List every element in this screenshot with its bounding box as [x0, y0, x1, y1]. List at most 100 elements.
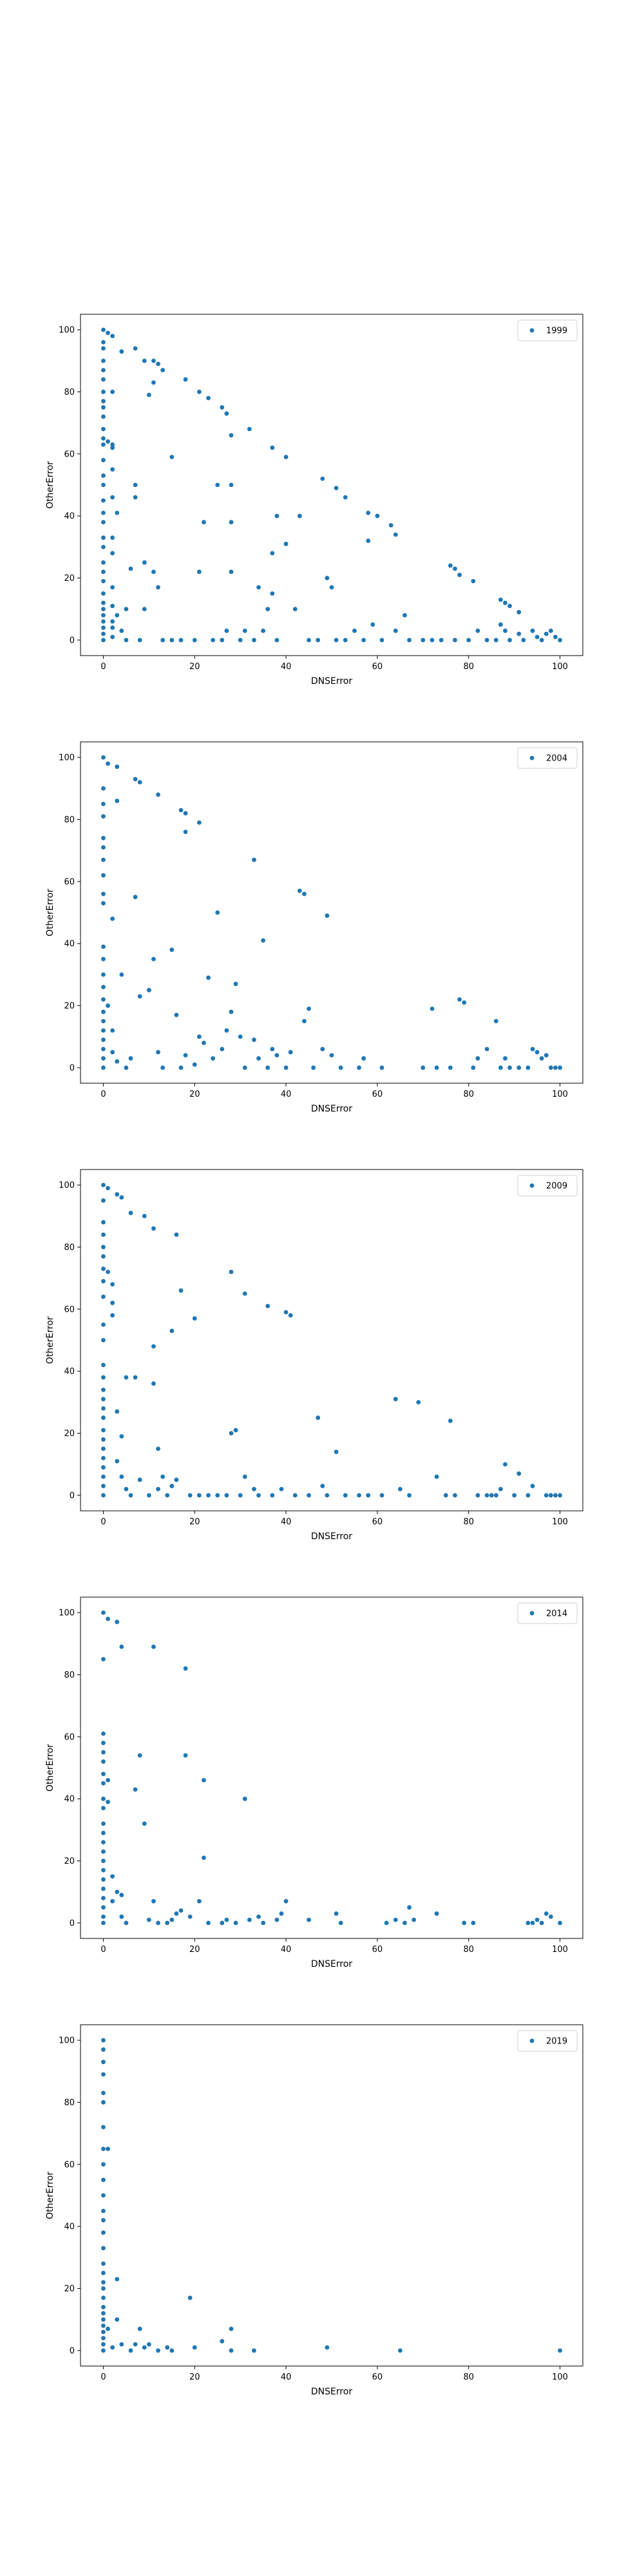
data-point — [493, 638, 498, 643]
data-point — [101, 535, 106, 540]
data-point — [101, 1397, 106, 1401]
data-point — [110, 1300, 115, 1305]
data-point — [526, 1493, 531, 1498]
x-axis-label: DNSError — [311, 1531, 353, 1542]
data-point — [174, 1911, 179, 1916]
data-point — [142, 1213, 147, 1218]
x-tick-label: 40 — [281, 1945, 292, 1955]
data-point — [229, 2326, 234, 2331]
data-point — [548, 1493, 553, 1498]
data-point — [119, 1195, 124, 1200]
y-tick-label: 80 — [64, 2098, 75, 2108]
data-point — [101, 2090, 106, 2096]
data-point — [101, 2280, 106, 2285]
data-point — [229, 2348, 234, 2353]
data-point — [530, 629, 535, 633]
data-point — [101, 1220, 106, 1225]
data-point — [430, 638, 435, 643]
data-point — [242, 1291, 247, 1296]
data-point — [101, 786, 106, 791]
data-point — [196, 820, 202, 825]
data-point — [535, 634, 540, 639]
data-point — [110, 467, 115, 472]
data-point — [379, 1493, 384, 1498]
data-point — [192, 1062, 197, 1067]
data-point — [224, 1917, 229, 1922]
y-tick-label: 20 — [64, 574, 75, 583]
data-point — [224, 411, 229, 416]
data-point — [174, 1477, 179, 1482]
data-point — [101, 997, 106, 1002]
data-point — [256, 585, 261, 590]
data-point — [101, 1905, 106, 1910]
data-point — [471, 578, 476, 583]
data-point — [397, 2348, 402, 2353]
data-point — [484, 638, 489, 643]
data-point — [256, 1056, 261, 1061]
data-point — [242, 1065, 247, 1070]
data-point — [265, 1303, 270, 1309]
legend: 2004 — [517, 747, 578, 769]
data-point — [475, 629, 480, 633]
data-point — [133, 1787, 138, 1792]
data-point — [338, 1920, 343, 1926]
data-point — [128, 1493, 133, 1498]
data-point — [101, 442, 106, 447]
y-tick-label: 40 — [64, 512, 75, 522]
y-tick-label: 80 — [64, 1671, 75, 1680]
legend-label: 2014 — [546, 1609, 567, 1619]
data-point — [101, 482, 106, 488]
data-point — [484, 1046, 489, 1052]
data-point — [151, 956, 156, 961]
data-point — [187, 1914, 193, 1919]
data-point — [101, 1009, 106, 1014]
data-point — [297, 513, 302, 518]
data-point — [160, 638, 166, 643]
data-point — [183, 829, 188, 835]
data-point — [124, 1920, 129, 1926]
data-point — [142, 358, 147, 363]
data-point — [202, 1855, 206, 1861]
data-point — [256, 1914, 261, 1919]
data-point — [156, 361, 160, 366]
x-tick-label: 100 — [552, 662, 568, 672]
data-point — [101, 607, 106, 612]
data-point — [119, 349, 124, 354]
data-point — [101, 436, 106, 441]
x-tick-label: 60 — [372, 1945, 383, 1955]
data-point — [101, 801, 106, 806]
data-point — [101, 368, 106, 373]
data-point — [110, 535, 115, 540]
data-point — [466, 638, 471, 643]
legend-marker — [529, 2038, 535, 2043]
data-point — [196, 569, 202, 574]
data-point — [165, 1920, 170, 1926]
data-point — [101, 458, 106, 462]
data-point — [101, 560, 106, 565]
legend-box — [517, 1175, 578, 1197]
subplot-3: 0 20 40 60 80 100 0 20 40 60 80 100 DNSError OtherErr… — [45, 1596, 583, 1969]
y-tick-label: 40 — [64, 1795, 75, 1804]
data-point — [279, 1911, 284, 1916]
data-point — [101, 399, 106, 404]
data-point — [101, 901, 106, 905]
data-point — [229, 520, 234, 525]
data-point — [169, 947, 175, 952]
data-point — [220, 1920, 225, 1926]
data-point — [434, 1065, 439, 1070]
legend-box — [517, 2030, 578, 2052]
data-point — [160, 1474, 166, 1479]
data-point — [101, 1065, 106, 1070]
data-point — [101, 2125, 106, 2130]
data-point — [151, 1344, 156, 1349]
data-point — [101, 873, 106, 878]
data-point — [115, 764, 120, 769]
legend-marker — [529, 755, 535, 761]
subplot-4: 0 20 40 60 80 100 0 20 40 60 80 100 DNSError OtherErr… — [45, 2024, 583, 2397]
data-point — [174, 1232, 179, 1237]
y-tick-label: 80 — [64, 388, 75, 397]
axes-frame — [80, 314, 583, 656]
data-point — [101, 2072, 106, 2077]
data-point — [521, 638, 526, 643]
x-tick-label: 20 — [189, 2372, 200, 2382]
